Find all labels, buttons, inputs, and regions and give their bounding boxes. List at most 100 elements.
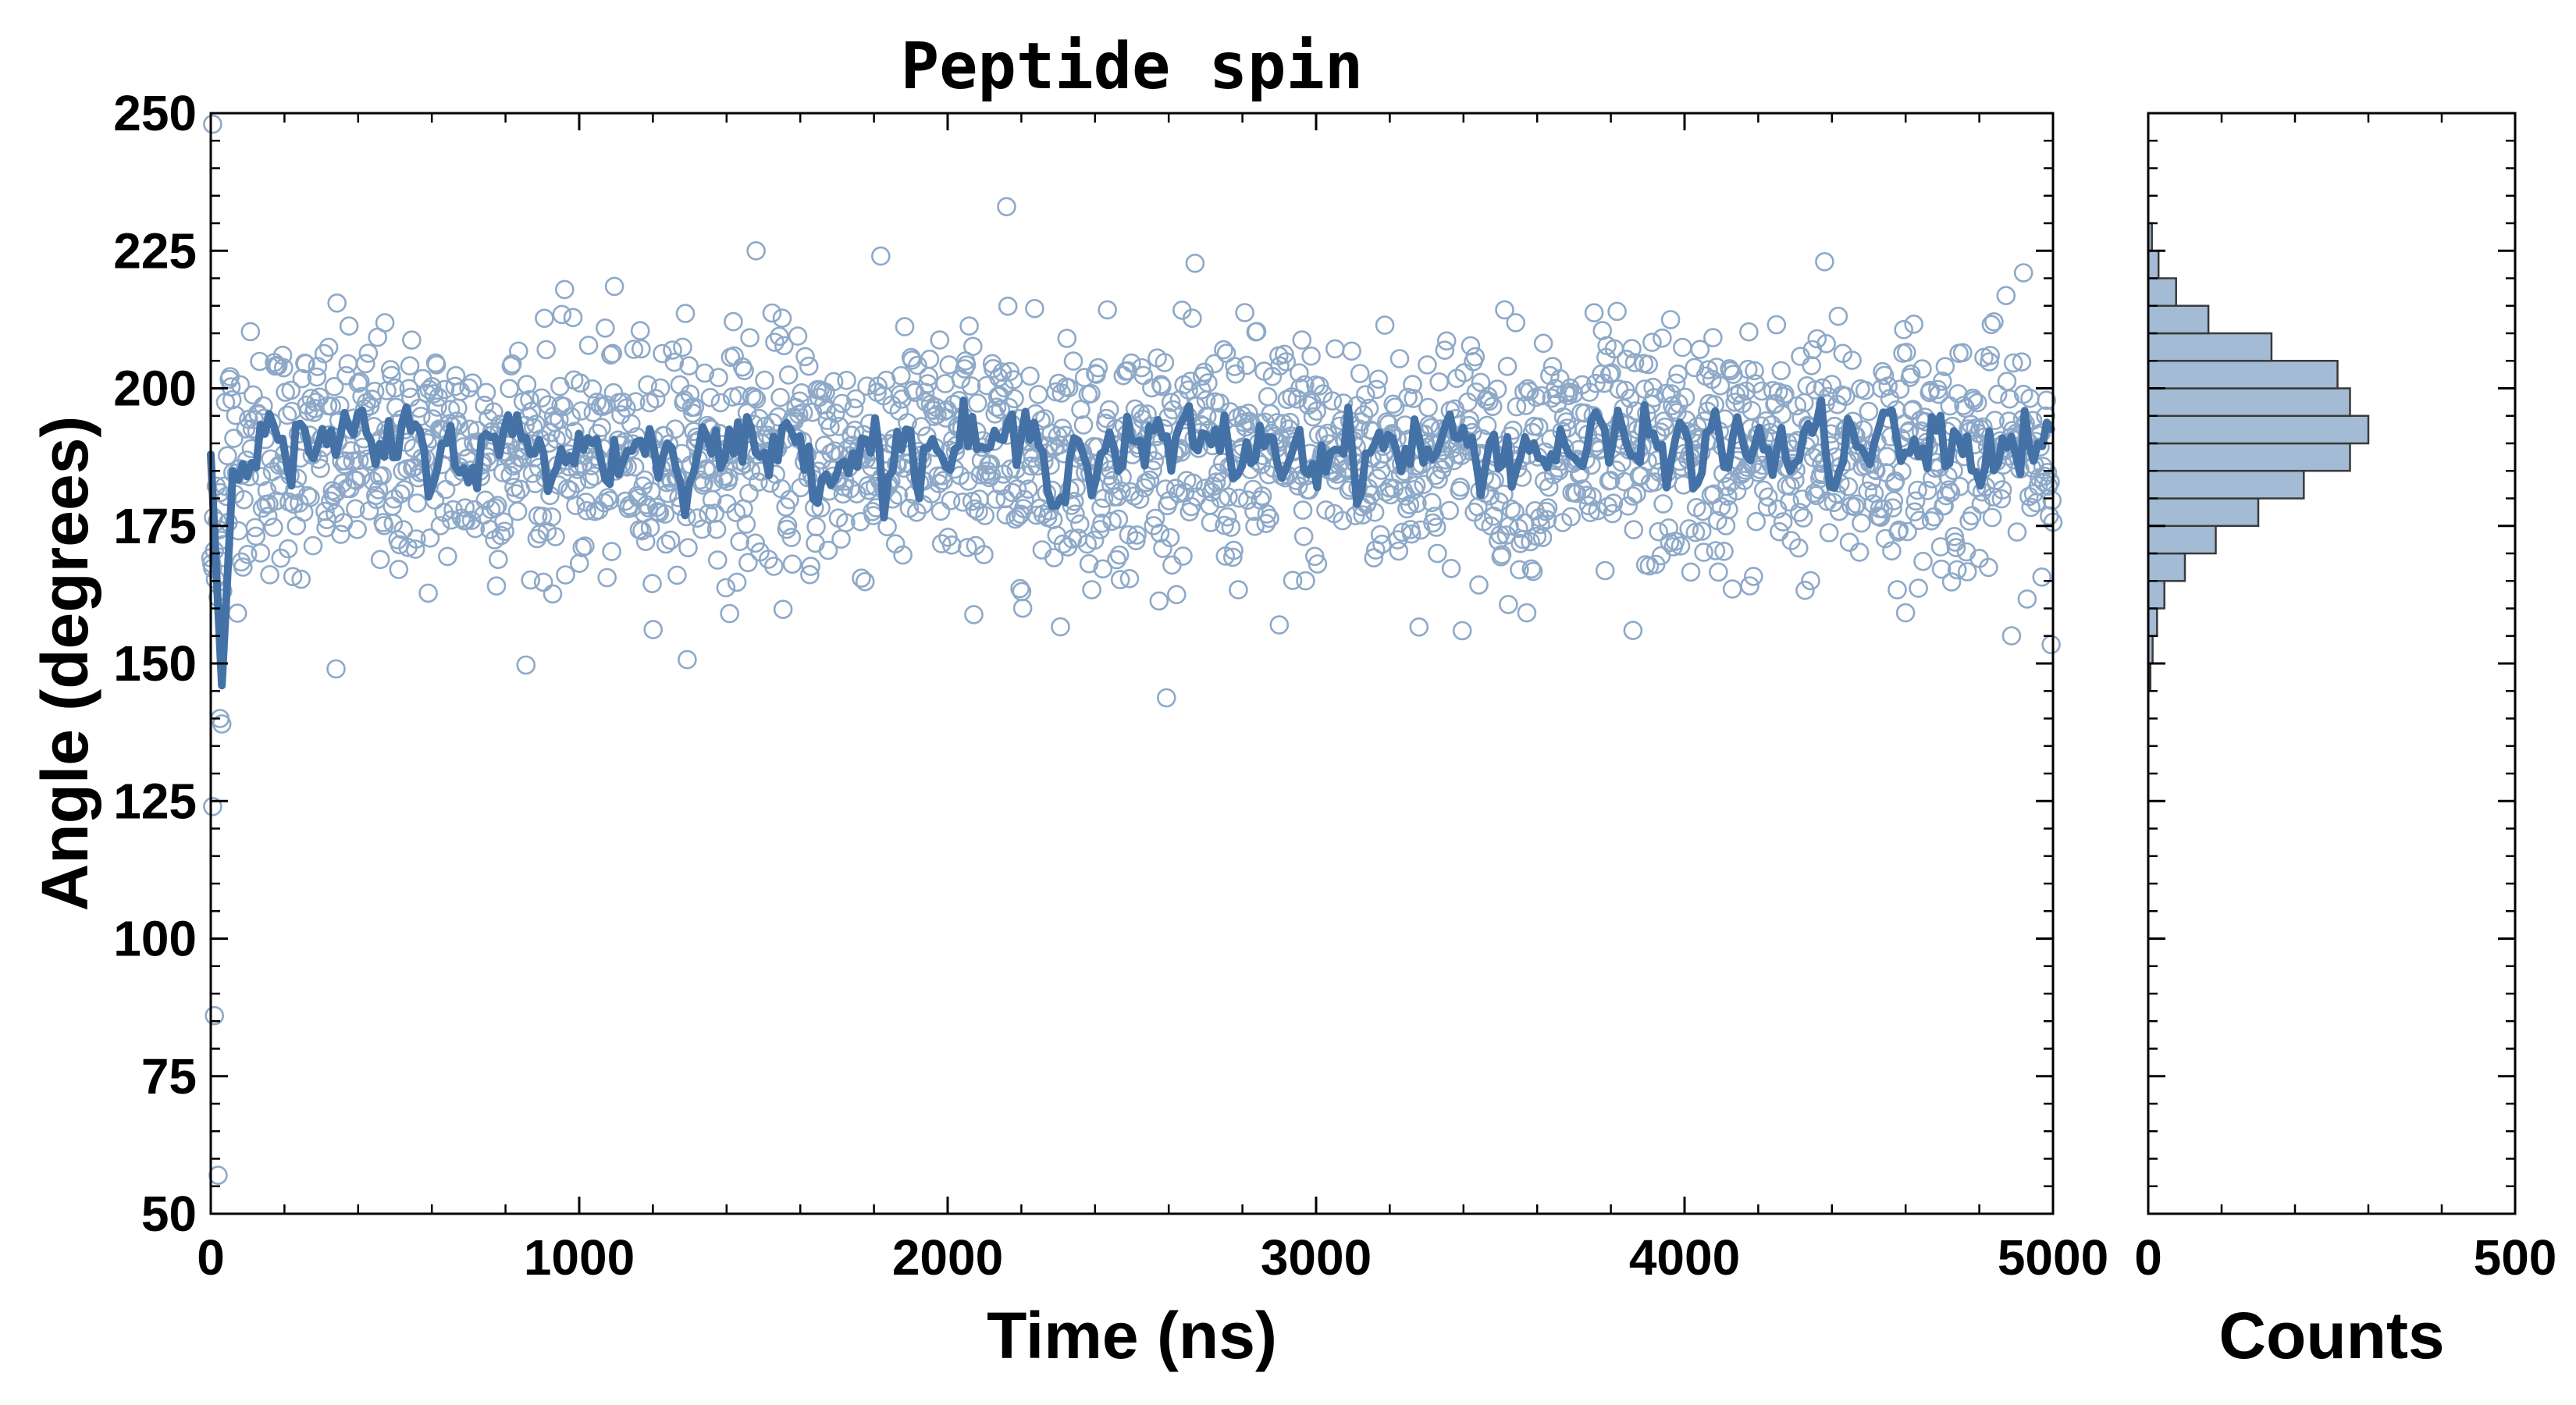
scatter-point bbox=[1418, 355, 1437, 375]
scatter-point bbox=[706, 519, 727, 539]
scatter-point bbox=[1397, 499, 1417, 519]
scatter-point bbox=[938, 400, 957, 420]
scatter-point bbox=[1173, 546, 1193, 566]
scatter-point bbox=[1130, 489, 1150, 510]
scatter-point bbox=[1790, 503, 1809, 522]
scatter-point bbox=[1773, 512, 1793, 532]
scatter-point bbox=[1816, 333, 1836, 354]
scatter-point bbox=[1767, 315, 1787, 335]
scatter-point bbox=[1706, 357, 1727, 377]
histogram-x-tick-label: 500 bbox=[2474, 1229, 2557, 1286]
scatter-point bbox=[624, 340, 644, 359]
scatter-point bbox=[727, 572, 747, 592]
scatter-point bbox=[905, 382, 925, 403]
scatter-point bbox=[1935, 357, 1955, 377]
scatter-point bbox=[1931, 559, 1952, 579]
scatter-point bbox=[1537, 510, 1557, 530]
scatter-point bbox=[1953, 343, 1973, 363]
scatter-point bbox=[1690, 340, 1710, 360]
scatter-point bbox=[1465, 347, 1485, 367]
scatter-point bbox=[788, 326, 808, 346]
scatter-point bbox=[1710, 375, 1731, 396]
scatter-point bbox=[1638, 354, 1658, 375]
scatter-point bbox=[1183, 473, 1203, 493]
scatter-point bbox=[1740, 576, 1759, 596]
scatter-point bbox=[260, 564, 279, 585]
scatter-point bbox=[1419, 415, 1439, 435]
scatter-point bbox=[405, 539, 425, 559]
histogram-bar bbox=[2147, 332, 2273, 362]
scatter-point bbox=[602, 542, 621, 561]
scatter-point bbox=[1802, 356, 1821, 375]
scatter-point bbox=[1283, 571, 1303, 590]
scatter-point bbox=[1051, 617, 1070, 637]
scatter-point bbox=[1758, 487, 1778, 507]
scatter-point bbox=[1819, 523, 1839, 542]
scatter-point bbox=[428, 397, 447, 417]
scatter-point bbox=[748, 472, 768, 492]
scatter-point bbox=[975, 506, 994, 525]
scatter-point bbox=[895, 317, 915, 336]
scatter-point bbox=[735, 361, 754, 381]
scatter-point bbox=[390, 484, 411, 504]
scatter-point bbox=[1719, 500, 1738, 520]
scatter-point bbox=[1588, 500, 1608, 521]
scatter-point bbox=[1793, 508, 1813, 528]
scatter-point bbox=[1073, 415, 1094, 435]
scatter-point bbox=[996, 505, 1016, 525]
scatter-point bbox=[273, 357, 294, 378]
histogram-bar bbox=[2147, 552, 2186, 582]
scatter-point bbox=[546, 527, 565, 546]
scatter-point bbox=[1301, 346, 1321, 366]
scatter-point bbox=[1912, 359, 1932, 379]
scatter-point bbox=[1642, 333, 1662, 352]
scatter-point bbox=[343, 451, 363, 471]
scatter-point bbox=[1533, 333, 1553, 354]
scatter-point bbox=[959, 316, 979, 336]
scatter-point bbox=[1607, 301, 1627, 322]
scatter-point bbox=[1389, 349, 1410, 368]
scatter-point bbox=[762, 303, 782, 323]
scatter-point bbox=[851, 511, 870, 532]
scatter-point bbox=[237, 544, 258, 564]
scatter-point bbox=[1981, 315, 2001, 335]
scatter-point bbox=[566, 496, 585, 515]
scatter-point bbox=[346, 499, 365, 519]
scatter-point bbox=[655, 504, 675, 524]
scatter-point bbox=[1699, 360, 1718, 380]
scatter-point bbox=[1277, 389, 1297, 410]
scatter-point bbox=[1356, 385, 1375, 405]
scatter-point bbox=[318, 337, 339, 357]
scatter-point bbox=[710, 393, 731, 413]
scatter-point bbox=[2001, 626, 2022, 646]
scatter-point bbox=[740, 328, 760, 348]
scatter-point bbox=[1477, 415, 1497, 436]
scatter-point bbox=[1198, 373, 1218, 393]
scatter-point bbox=[1492, 545, 1512, 564]
scatter-point bbox=[1071, 400, 1091, 420]
scatter-point bbox=[1359, 398, 1379, 418]
y-tick-label: 150 bbox=[113, 635, 197, 692]
scatter-point bbox=[1670, 536, 1691, 556]
scatter-point bbox=[965, 499, 984, 519]
scatter-point bbox=[1739, 322, 1759, 342]
scatter-point bbox=[1167, 585, 1187, 605]
scatter-point bbox=[217, 446, 237, 466]
chart-title: Peptide spin bbox=[901, 30, 1363, 104]
scatter-point bbox=[1692, 521, 1712, 541]
scatter-point bbox=[1885, 471, 1905, 491]
scatter-point bbox=[920, 349, 940, 369]
scatter-point bbox=[375, 313, 395, 333]
histogram-frame bbox=[2147, 112, 2517, 1215]
scatter-point bbox=[1160, 528, 1180, 548]
scatter-point bbox=[806, 517, 826, 537]
scatter-point bbox=[1057, 329, 1077, 348]
histogram-bar bbox=[2147, 497, 2260, 528]
scatter-point bbox=[292, 368, 312, 389]
scatter-point bbox=[1745, 361, 1764, 381]
scatter-point bbox=[1899, 421, 1920, 441]
scatter-point bbox=[418, 583, 438, 603]
scatter-point bbox=[1655, 417, 1675, 437]
scatter-point bbox=[781, 528, 802, 547]
